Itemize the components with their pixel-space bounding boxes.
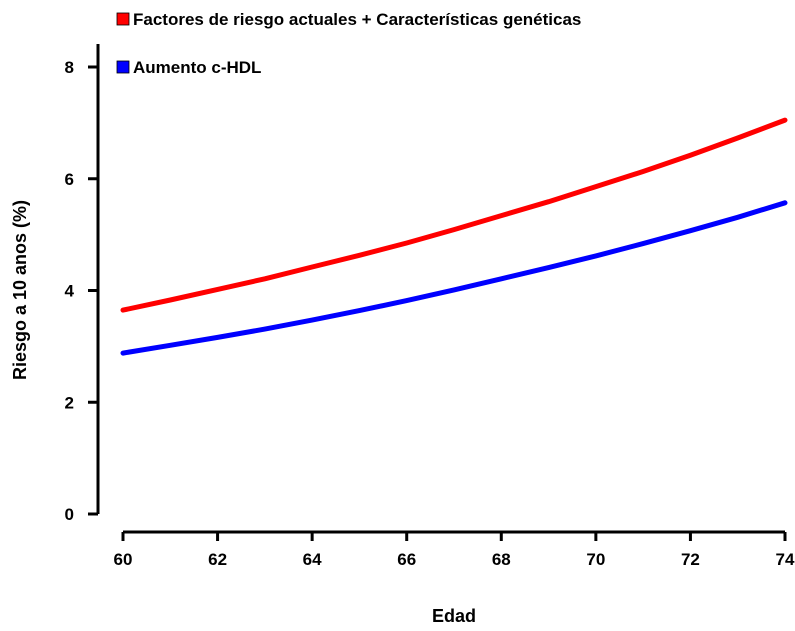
x-tick-label: 74: [776, 550, 795, 569]
x-tick-label: 62: [208, 550, 227, 569]
x-tick-label: 68: [492, 550, 511, 569]
series-lines: [120, 117, 788, 356]
legend-label-1: Factores de riesgo actuales + Caracterís…: [133, 10, 581, 29]
y-tick-label: 2: [65, 393, 74, 412]
y-tick-label: 8: [65, 58, 74, 77]
legend-label-2: Aumento c-HDL: [133, 58, 261, 77]
legend-swatch-2: [116, 60, 130, 74]
y-tick-label: 6: [65, 170, 74, 189]
x-tick-label: 72: [681, 550, 700, 569]
y-axis-label: Riesgo a 10 anos (%): [10, 200, 30, 380]
y-tick-label: 4: [65, 282, 75, 301]
x-tick-label: 64: [303, 550, 322, 569]
x-tick-label: 70: [586, 550, 605, 569]
y-tick-label: 0: [65, 505, 74, 524]
x-tick-label: 60: [114, 550, 133, 569]
series-line-2: [120, 200, 788, 356]
x-axis-label: Edad: [432, 606, 476, 626]
legend-swatch-1: [116, 12, 130, 26]
x-tick-label: 66: [397, 550, 416, 569]
series-line-1: [120, 117, 788, 313]
legend: Factores de riesgo actuales + Caracterís…: [116, 10, 581, 77]
